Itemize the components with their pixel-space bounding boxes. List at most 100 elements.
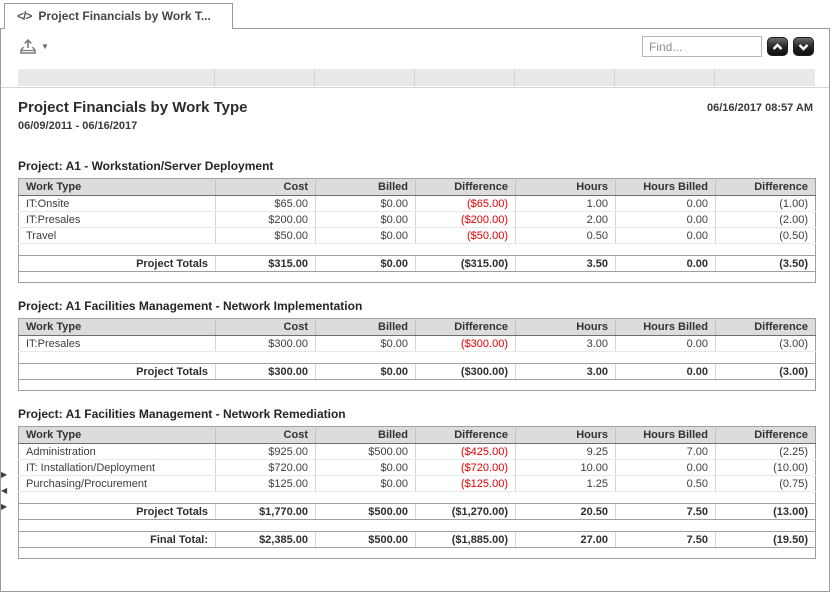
table-cell: 3.00 [515, 363, 616, 380]
table-header-row: Work Type Cost Billed Difference Hours Hours … [18, 318, 816, 336]
table-cell: Travel [18, 227, 216, 244]
strip-cell [615, 69, 715, 86]
find-previous-button[interactable] [767, 37, 788, 56]
find-next-button[interactable] [793, 37, 814, 56]
column-header: Hours [515, 178, 616, 196]
report-viewer-window: ▼ Project Financials [0, 28, 830, 592]
table-row: Travel $50.00 $0.00 ($50.00) 0.50 0.00 (0.50) [18, 227, 816, 244]
project-section: Project: A1 Facilities Management - Netw… [18, 299, 816, 391]
table-cell: $300.00 [215, 335, 316, 352]
project-section-title: Project: A1 Facilities Management - Netw… [18, 299, 363, 313]
find-controls [642, 36, 814, 57]
strip-cell [715, 69, 815, 86]
gutter-scroll-right-icon[interactable]: ▶ [1, 470, 8, 479]
column-header: Hours [515, 426, 616, 444]
spacer-cell [19, 548, 816, 559]
table-cell: (1.00) [715, 195, 816, 212]
page-title: Project Financials by Work Type [18, 99, 248, 116]
spacer-cell [18, 519, 816, 532]
table-cell: (13.00) [715, 503, 816, 520]
table-cell: ($425.00) [415, 443, 516, 460]
strip-cell [18, 69, 215, 86]
table-cell: (0.75) [715, 475, 816, 492]
table-cell: ($1,885.00) [415, 531, 516, 548]
column-header: Billed [315, 426, 416, 444]
spacer-row [19, 548, 816, 559]
table-cell: 7.50 [615, 503, 716, 520]
column-header: Work Type [18, 178, 216, 196]
table-cell: 9.25 [515, 443, 616, 460]
column-header: Difference [415, 318, 516, 336]
spacer-row [18, 351, 816, 364]
column-header: Cost [215, 318, 316, 336]
table-cell: 0.00 [615, 335, 716, 352]
spacer-cell [19, 380, 816, 391]
strip-cell [215, 69, 315, 86]
table-cell: (10.00) [715, 459, 816, 476]
table-cell: Administration [18, 443, 216, 460]
table-row: Administration $925.00 $500.00 ($425.00) 9.2… [18, 443, 816, 460]
table-row: Purchasing/Procurement $125.00 $0.00 ($125.… [18, 475, 816, 492]
chevron-up-icon [772, 42, 783, 50]
export-button[interactable]: ▼ [17, 36, 51, 57]
table-cell: 10.00 [515, 459, 616, 476]
spacer-row [19, 272, 816, 283]
table-cell: $200.00 [215, 211, 316, 228]
gutter-scroll-right-icon[interactable]: ▶ [1, 502, 8, 511]
column-header: Cost [215, 426, 316, 444]
column-header: Work Type [18, 426, 216, 444]
column-header: Hours Billed [615, 318, 716, 336]
table-cell: 27.00 [515, 531, 616, 548]
project-table: Work Type Cost Billed Difference Hours Hours … [18, 426, 816, 559]
column-header: Difference [415, 426, 516, 444]
spacer-cell [18, 491, 816, 504]
table-cell: (19.50) [715, 531, 816, 548]
header-divider [1, 87, 829, 88]
table-cell: 2.00 [515, 211, 616, 228]
table-cell: $0.00 [315, 195, 416, 212]
column-header: Difference [715, 426, 816, 444]
table-cell: $0.00 [315, 227, 416, 244]
table-row: IT:Presales $200.00 $0.00 ($200.00) 2.00 0.00… [18, 211, 816, 228]
table-cell: $500.00 [315, 443, 416, 460]
project-table: Work Type Cost Billed Difference Hours Hours … [18, 178, 816, 283]
table-cell: 0.50 [615, 475, 716, 492]
column-header: Billed [315, 178, 416, 196]
table-cell: $2,385.00 [215, 531, 316, 548]
spacer-row [18, 491, 816, 504]
find-input[interactable] [642, 36, 762, 57]
strip-cell [415, 69, 515, 86]
gutter-scroll-left-icon[interactable]: ◀ [1, 486, 8, 495]
table-cell: $50.00 [215, 227, 316, 244]
column-header-strip [18, 69, 815, 86]
column-header: Difference [715, 318, 816, 336]
table-cell: Project Totals [18, 503, 216, 520]
report-date-range: 06/09/2011 - 06/16/2017 [18, 120, 138, 132]
report-tab[interactable]: </> Project Financials by Work T... [4, 3, 233, 29]
spacer-row [18, 519, 816, 532]
table-header-row: Work Type Cost Billed Difference Hours Hours … [18, 426, 816, 444]
table-cell: IT:Onsite [18, 195, 216, 212]
table-cell: Final Total: [18, 531, 216, 548]
table-cell: $65.00 [215, 195, 316, 212]
table-cell: ($315.00) [415, 255, 516, 272]
chevron-down-icon [798, 43, 809, 51]
table-cell: 3.00 [515, 335, 616, 352]
code-icon: </> [17, 9, 32, 23]
table-cell: IT: Installation/Deployment [18, 459, 216, 476]
report-generated-timestamp: 06/16/2017 08:57 AM [707, 102, 813, 114]
column-header: Hours Billed [615, 178, 716, 196]
table-cell: (2.00) [715, 211, 816, 228]
column-header: Difference [415, 178, 516, 196]
column-header: Hours Billed [615, 426, 716, 444]
table-cell: $500.00 [315, 531, 416, 548]
toolbar: ▼ [1, 29, 829, 69]
table-cell: Project Totals [18, 255, 216, 272]
table-cell: $0.00 [315, 459, 416, 476]
table-cell: (3.50) [715, 255, 816, 272]
table-cell: ($720.00) [415, 459, 516, 476]
table-cell: $500.00 [315, 503, 416, 520]
table-cell: $125.00 [215, 475, 316, 492]
table-cell: $0.00 [315, 363, 416, 380]
project-table: Work Type Cost Billed Difference Hours Hours … [18, 318, 816, 391]
